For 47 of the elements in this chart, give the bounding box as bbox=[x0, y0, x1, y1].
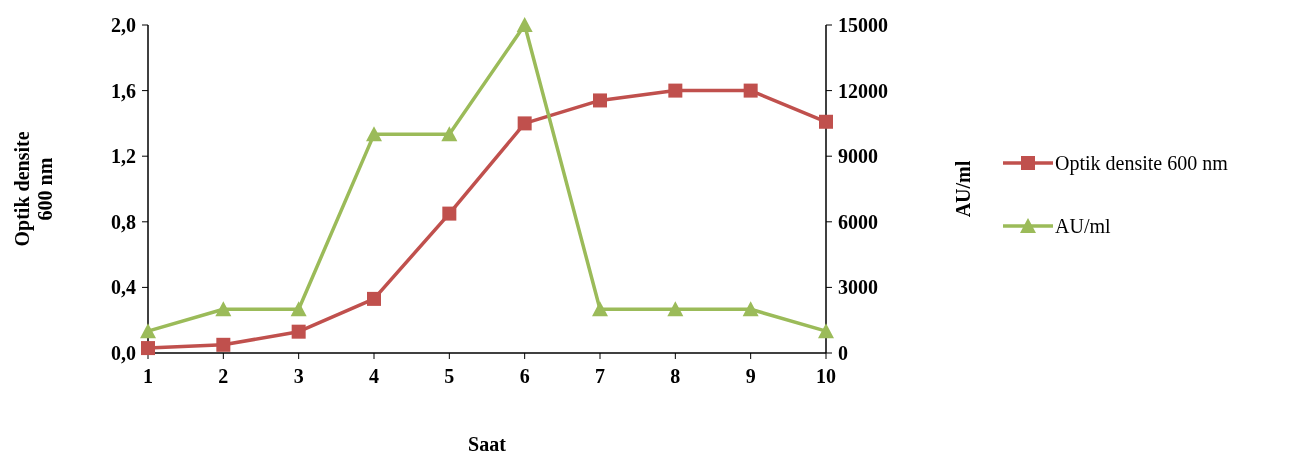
y2-tick-label: 3000 bbox=[838, 276, 878, 299]
point bbox=[667, 301, 684, 317]
point bbox=[819, 114, 833, 129]
point bbox=[441, 126, 458, 142]
x-tick-label: 9 bbox=[745, 365, 756, 387]
y2-tick-label: 12000 bbox=[838, 79, 888, 102]
x-axis-title: Saat bbox=[468, 433, 507, 453]
y-tick-label: 0,8 bbox=[111, 210, 136, 233]
y-tick-label: 1,6 bbox=[111, 79, 136, 102]
x-tick-label: 7 bbox=[595, 365, 605, 387]
point bbox=[291, 324, 306, 339]
y-tick-label: 1,2 bbox=[111, 145, 136, 168]
y-tick-label: 0,0 bbox=[111, 342, 136, 364]
x-tick-label: 6 bbox=[519, 365, 530, 387]
x-tick-label: 5 bbox=[444, 365, 455, 387]
x-tick-label: 3 bbox=[293, 365, 304, 387]
y2-tick-label: 6000 bbox=[838, 210, 878, 233]
point bbox=[593, 93, 607, 108]
y2-axis-title: AU/ml bbox=[952, 160, 974, 218]
x-tick-label: 10 bbox=[816, 365, 836, 387]
point bbox=[743, 83, 758, 98]
point bbox=[367, 291, 381, 306]
point bbox=[216, 337, 231, 352]
x-tick-label: 1 bbox=[143, 365, 153, 387]
point bbox=[442, 206, 457, 221]
point bbox=[516, 17, 533, 32]
point bbox=[141, 341, 155, 356]
y2-tick-label: 0 bbox=[838, 342, 848, 364]
point bbox=[140, 323, 156, 339]
y2-tick-label: 15000 bbox=[838, 14, 888, 36]
y2-tick-label: 9000 bbox=[838, 145, 878, 168]
legend-label: AU/ml bbox=[1055, 215, 1111, 237]
x-tick-label: 2 bbox=[218, 365, 229, 387]
point bbox=[517, 116, 532, 131]
x-tick-label: 4 bbox=[369, 365, 379, 387]
y-tick-label: 2,0 bbox=[111, 14, 136, 36]
y-axis-title: Optik densite 600 nm bbox=[11, 131, 56, 247]
point bbox=[215, 301, 232, 317]
point bbox=[290, 301, 307, 317]
legend-label: Optik densite 600 nm bbox=[1055, 152, 1229, 175]
y-tick-label: 0,4 bbox=[111, 276, 136, 299]
point bbox=[742, 301, 759, 317]
x-tick-label: 8 bbox=[670, 365, 681, 387]
point bbox=[668, 83, 683, 98]
point bbox=[592, 301, 608, 317]
point bbox=[818, 323, 834, 339]
point bbox=[366, 126, 382, 142]
